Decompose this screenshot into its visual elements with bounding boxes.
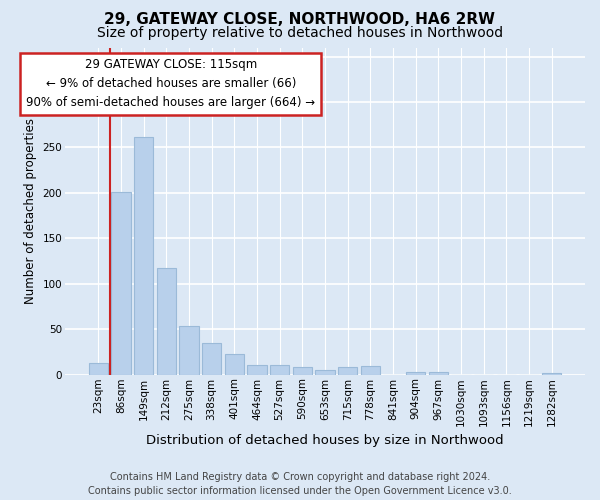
Bar (338, 368, 357, 374)
Bar (406, 372, 425, 374)
X-axis label: Distribution of detached houses by size in Northwood: Distribution of detached houses by size … (146, 434, 504, 448)
Bar (202, 343, 221, 374)
Bar (247, 364, 266, 374)
Bar (111, 192, 131, 374)
Text: Size of property relative to detached houses in Northwood: Size of property relative to detached ho… (97, 26, 503, 40)
Text: 29, GATEWAY CLOSE, NORTHWOOD, HA6 2RW: 29, GATEWAY CLOSE, NORTHWOOD, HA6 2RW (104, 12, 496, 28)
Y-axis label: Number of detached properties: Number of detached properties (24, 118, 37, 304)
Bar (270, 364, 289, 374)
Bar (429, 372, 448, 374)
Bar (361, 366, 380, 374)
Bar (293, 368, 312, 374)
Bar (179, 326, 199, 374)
Bar (157, 268, 176, 374)
Bar (224, 354, 244, 374)
Bar (134, 136, 153, 374)
Bar (89, 363, 108, 374)
Bar (542, 373, 562, 374)
Text: 29 GATEWAY CLOSE: 115sqm
← 9% of detached houses are smaller (66)
90% of semi-de: 29 GATEWAY CLOSE: 115sqm ← 9% of detache… (26, 58, 316, 110)
Bar (316, 370, 335, 374)
Text: Contains HM Land Registry data © Crown copyright and database right 2024.
Contai: Contains HM Land Registry data © Crown c… (88, 472, 512, 496)
